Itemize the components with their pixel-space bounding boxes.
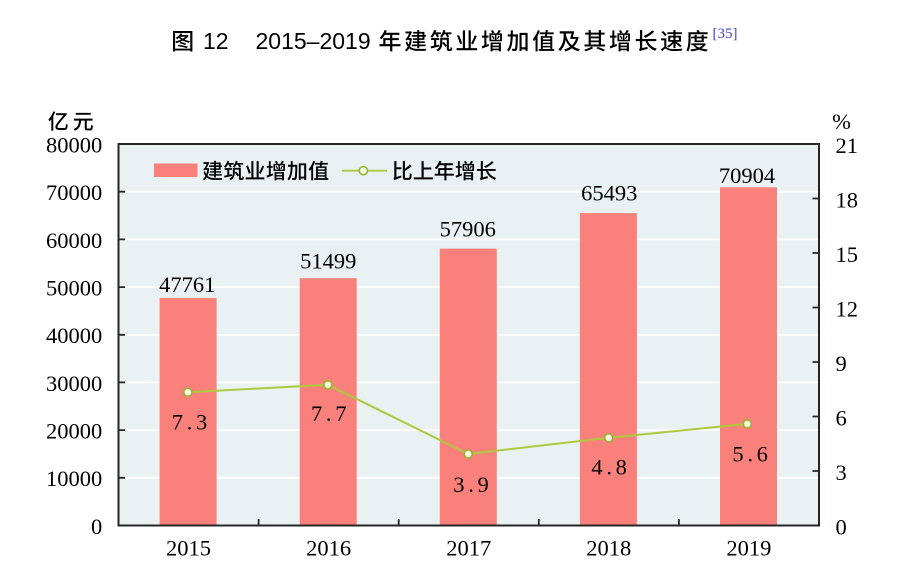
svg-text:18: 18: [836, 187, 859, 212]
svg-text:50000: 50000: [46, 275, 102, 300]
svg-text:2017: 2017: [446, 535, 491, 560]
svg-text:65493: 65493: [581, 181, 637, 206]
svg-text:2015–2019: 2015–2019: [256, 28, 371, 54]
svg-text:2019: 2019: [726, 535, 771, 560]
svg-text:47761: 47761: [159, 272, 215, 297]
svg-text:51499: 51499: [300, 249, 356, 274]
svg-text:12: 12: [836, 296, 859, 321]
svg-text:60000: 60000: [46, 228, 102, 253]
svg-text:2016: 2016: [306, 535, 351, 560]
svg-text:10000: 10000: [46, 466, 102, 491]
svg-text:2018: 2018: [586, 535, 631, 560]
svg-text:30000: 30000: [46, 371, 102, 396]
svg-text:40000: 40000: [46, 323, 102, 348]
svg-text:70000: 70000: [46, 180, 102, 205]
svg-text:12: 12: [203, 28, 229, 54]
svg-text:0: 0: [836, 514, 847, 539]
svg-text:0: 0: [91, 514, 102, 539]
svg-text:20000: 20000: [46, 419, 102, 444]
svg-text:3.9: 3.9: [453, 472, 492, 497]
svg-text:%: %: [832, 109, 851, 134]
svg-text:7.7: 7.7: [311, 401, 350, 426]
svg-text:5.6: 5.6: [732, 442, 771, 467]
svg-text:3: 3: [836, 460, 847, 485]
svg-text:4.8: 4.8: [591, 455, 630, 480]
svg-text:[35]: [35]: [713, 26, 738, 42]
svg-text:80000: 80000: [46, 132, 102, 157]
svg-text:15: 15: [836, 242, 859, 267]
svg-text:6: 6: [836, 405, 847, 430]
svg-text:9: 9: [836, 351, 847, 376]
svg-text:2015: 2015: [166, 535, 211, 560]
svg-text:57906: 57906: [440, 217, 496, 242]
svg-text:7.3: 7.3: [172, 409, 211, 434]
svg-text:21: 21: [836, 133, 859, 158]
svg-text:70904: 70904: [719, 163, 775, 188]
